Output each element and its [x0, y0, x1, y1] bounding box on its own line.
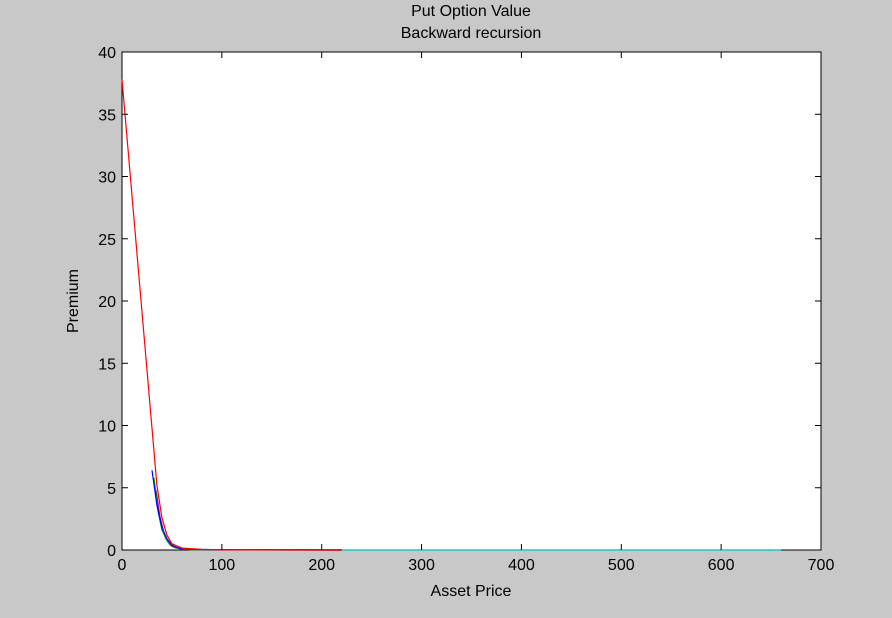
x-tick-label: 0 — [118, 557, 127, 574]
y-axis-label: Premium — [65, 269, 82, 333]
x-tick-label: 600 — [708, 557, 735, 574]
x-tick-label: 100 — [209, 557, 236, 574]
y-tick-label: 20 — [98, 294, 116, 311]
x-tick-label: 200 — [308, 557, 335, 574]
x-tick-label: 300 — [408, 557, 435, 574]
x-tick-label: 500 — [608, 557, 635, 574]
y-tick-label: 30 — [98, 170, 116, 187]
chart-subtitle: Backward recursion — [401, 25, 542, 42]
y-tick-label: 40 — [98, 45, 116, 62]
y-tick-label: 0 — [107, 543, 116, 560]
y-tick-label: 10 — [98, 419, 116, 436]
plot-area — [121, 51, 822, 551]
series-layer — [121, 79, 782, 551]
chart-title: Put Option Value — [411, 3, 531, 20]
ticks-layer: 0 100 200 300 400 500 600 700 0 5 10 15 20 25 30 35 40 — [98, 45, 834, 574]
x-axis-label: Asset Price — [431, 583, 512, 600]
y-tick-label: 35 — [98, 107, 116, 124]
x-tick-label: 700 — [808, 557, 835, 574]
y-tick-label: 25 — [98, 232, 116, 249]
x-tick-label: 400 — [508, 557, 535, 574]
series-line-1 — [121, 79, 342, 551]
y-tick-label: 5 — [107, 481, 116, 498]
y-tick-label: 15 — [98, 356, 116, 373]
